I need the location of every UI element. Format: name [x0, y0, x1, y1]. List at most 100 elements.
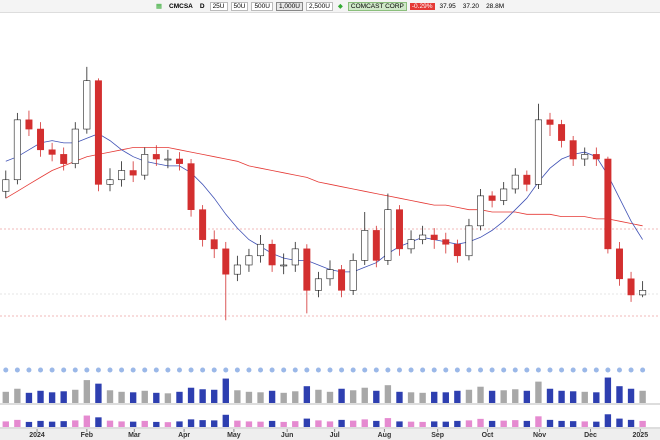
volume-bar: [14, 388, 21, 403]
event-dot: [559, 367, 565, 373]
event-dot: [292, 367, 298, 373]
indicator-bar: [95, 417, 102, 427]
event-dot: [200, 367, 206, 373]
indicator-bar: [373, 420, 380, 427]
indicator-bar: [581, 421, 588, 427]
candle-body: [488, 195, 496, 201]
x-tick-label: Sep: [431, 432, 444, 439]
volume-bar: [60, 391, 67, 403]
icon[interactable]: ◆: [337, 3, 343, 10]
candle-body: [141, 154, 149, 176]
size-button[interactable]: 500U: [251, 1, 273, 11]
candle-body: [199, 209, 207, 240]
indicator-bar: [83, 415, 91, 427]
volume-bar: [234, 390, 241, 403]
volume-bar: [604, 377, 612, 403]
candle-body: [500, 188, 508, 201]
volume-bar: [349, 390, 357, 403]
event-dot: [501, 367, 507, 373]
event-dot: [84, 367, 90, 373]
indicator-bar: [569, 421, 577, 427]
volume-bar: [245, 391, 253, 403]
volume-bar: [303, 386, 311, 403]
event-dot: [373, 367, 379, 373]
x-tick-label: Dec: [584, 432, 597, 439]
size-button[interactable]: 25U: [209, 1, 228, 11]
candle-body: [639, 290, 647, 296]
volume-bar: [546, 388, 554, 403]
event-dot: [211, 367, 217, 373]
x-tick-label: Apr: [178, 432, 190, 439]
indicator-bar: [523, 420, 531, 427]
company: COMCAST CORP: [347, 1, 407, 11]
volume-bar: [187, 387, 195, 403]
candle-body: [430, 234, 438, 240]
candle-body: [384, 209, 392, 261]
indicator-bar: [106, 420, 114, 427]
candle-body: [372, 230, 380, 261]
indicator-bar: [129, 421, 137, 427]
change: -0.29%: [409, 2, 435, 10]
volume-bar: [454, 390, 461, 403]
volume-bar: [384, 385, 392, 403]
volume-bar: [106, 390, 114, 403]
size-button[interactable]: 1,000U: [275, 1, 303, 11]
candle-body: [395, 209, 403, 250]
icon[interactable]: ▦: [155, 3, 163, 10]
volume-bar: [535, 381, 542, 403]
indicator-bar: [512, 420, 519, 427]
candle-body: [164, 158, 172, 161]
volume-bar: [488, 390, 496, 403]
volume-bar: [37, 390, 44, 403]
candle-body: [280, 264, 288, 267]
volume-bar: [164, 393, 172, 403]
event-dot: [281, 367, 287, 373]
event-dot: [616, 367, 622, 373]
candle-body: [326, 269, 334, 280]
x-tick-label: Nov: [533, 432, 546, 439]
indicator-bar: [442, 421, 449, 427]
indicator-bar: [407, 421, 415, 427]
indicator-bar: [153, 421, 160, 427]
x-tick-label: 2024: [29, 432, 45, 439]
event-dot: [535, 367, 541, 373]
indicator-bar: [488, 420, 496, 427]
interval[interactable]: D: [199, 2, 205, 10]
indicator-bar: [25, 421, 33, 427]
volume-bar: [396, 391, 403, 403]
event-dot: [72, 367, 78, 373]
candle-body: [2, 179, 10, 192]
event-dot: [489, 367, 495, 373]
candle-body: [48, 149, 56, 155]
indicator-bar: [361, 419, 368, 427]
indicator-bar: [187, 419, 195, 427]
event-dot: [443, 367, 449, 373]
indicator-bar: [535, 416, 542, 427]
candle-body: [83, 80, 91, 130]
candle-body: [94, 80, 102, 185]
indicator-bar: [14, 419, 21, 427]
candle-body: [118, 170, 126, 181]
candle-body: [175, 158, 183, 164]
candle-body: [25, 119, 33, 130]
candle-body: [106, 179, 114, 185]
indicator-bar: [477, 418, 484, 427]
volume-bar: [292, 391, 299, 403]
indicator-bar: [199, 420, 206, 427]
indicator-bar: [627, 419, 635, 427]
candle-body: [442, 239, 450, 245]
volume-bar: [95, 383, 102, 403]
size-button[interactable]: 50U: [230, 1, 249, 11]
candle-body: [604, 158, 612, 250]
x-axis-band: [0, 429, 660, 440]
candle-body: [152, 154, 160, 160]
size-select[interactable]: 2,500U: [305, 1, 333, 11]
x-tick-label: Jul: [330, 432, 340, 439]
indicator-bar: [315, 420, 322, 427]
candle-body: [129, 170, 137, 176]
symbol[interactable]: CMCSA: [169, 2, 193, 10]
event-dot: [640, 367, 646, 373]
volume-bar: [442, 392, 449, 403]
candle-body: [245, 255, 253, 266]
